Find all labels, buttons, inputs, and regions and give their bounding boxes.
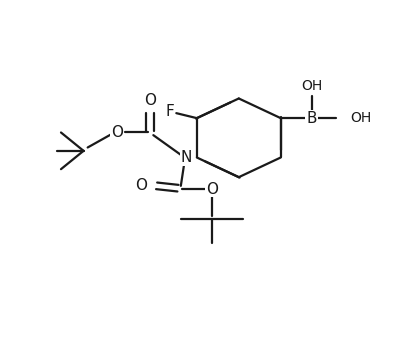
Text: O: O	[111, 125, 123, 140]
Text: F: F	[166, 104, 175, 119]
Text: OH: OH	[301, 79, 322, 94]
Text: O: O	[135, 178, 147, 193]
Text: O: O	[206, 182, 218, 197]
Text: N: N	[181, 150, 192, 165]
Text: O: O	[144, 93, 156, 108]
Text: B: B	[306, 111, 317, 126]
Text: OH: OH	[351, 111, 372, 125]
